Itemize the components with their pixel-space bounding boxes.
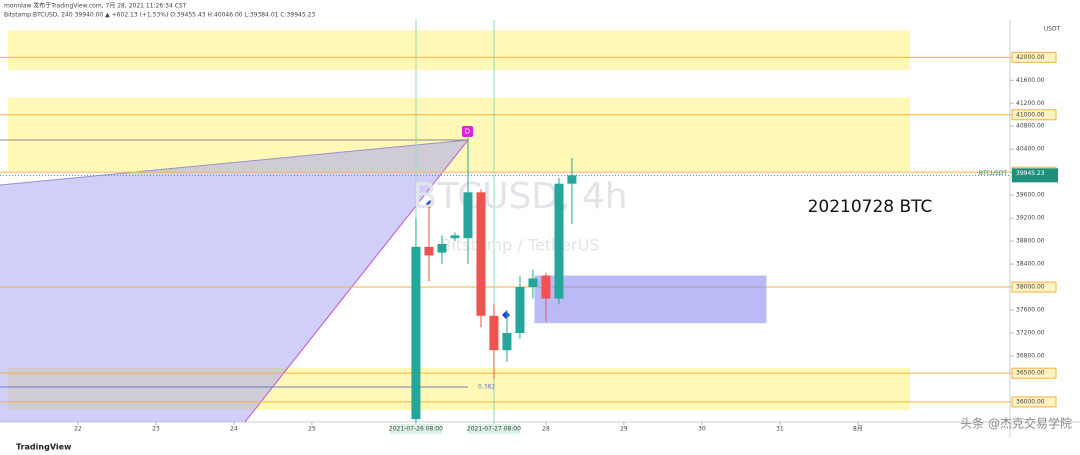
fib-area — [0, 140, 468, 422]
level-tag — [1011, 51, 1057, 63]
range-box — [534, 275, 767, 324]
x-tick-label: 2021-07-27 08:00 — [467, 426, 521, 433]
candle-body — [411, 246, 421, 420]
y-tick-label: 36800.00 — [1016, 352, 1045, 359]
candle-body — [554, 183, 564, 299]
candle-body — [424, 246, 434, 256]
level-tag — [1011, 396, 1057, 408]
level-tag — [1011, 109, 1057, 121]
x-tick-label: 22 — [74, 426, 82, 433]
x-tick-label: 2021-07-26 08:00 — [389, 426, 443, 433]
last-price-label: 39945.23 — [1016, 170, 1045, 177]
level-tag — [1011, 367, 1057, 379]
y-tick-label: 38800.00 — [1016, 238, 1045, 245]
marker-badge — [462, 126, 473, 137]
candle-body — [528, 278, 538, 288]
symbol-tag: BTCUSDT — [979, 170, 1007, 177]
currency-label: USDT — [1044, 26, 1061, 33]
y-tick-label: 41600.00 — [1016, 77, 1045, 84]
x-tick-label: 28 — [542, 426, 550, 433]
trend-line — [0, 139, 469, 186]
y-tick-label: 37600.00 — [1016, 307, 1045, 314]
marker-label: D — [465, 128, 470, 136]
candle-body — [489, 315, 499, 351]
candle-body — [437, 243, 447, 253]
header-line: monnlaw 发布于TradingView.com, 7月 28, 2021 … — [4, 2, 187, 10]
level-tag — [1011, 281, 1057, 293]
footer-logo: TradingView — [16, 443, 72, 452]
watermark: BTCUSD, 4h — [412, 176, 627, 217]
price-tag-bg — [1012, 168, 1058, 183]
trend-line — [244, 139, 469, 423]
signal-marker — [502, 311, 510, 319]
y-tick-label: 38400.00 — [1016, 261, 1045, 268]
header-line: Bitstamp:BTCUSD, 240 39940.00 ▲ +602.13 … — [4, 12, 315, 19]
x-tag — [467, 424, 520, 434]
candle-body — [450, 235, 460, 239]
candle-body — [502, 332, 512, 351]
candle-body — [567, 175, 577, 184]
x-tick-label: 29 — [620, 426, 628, 433]
x-tick-label: 8月 — [853, 426, 863, 433]
credit: 头条 @杰克交易学院 — [960, 416, 1072, 431]
zone — [8, 30, 910, 70]
y-tick-label: 36000.00 — [1016, 398, 1045, 405]
y-tick-label: 36500.00 — [1016, 370, 1045, 377]
annotation: 20210728 BTC — [808, 197, 933, 217]
zone — [8, 97, 910, 172]
y-tick-label: 41000.00 — [1016, 111, 1045, 118]
fib-label: 0.382 — [478, 384, 495, 391]
candle-body — [541, 275, 551, 299]
candle-body — [463, 192, 473, 239]
x-tick-label: 30 — [698, 426, 706, 433]
y-tick-label: 40400.00 — [1016, 146, 1045, 153]
x-tick-label: 23 — [152, 426, 160, 433]
x-tick-label: 31 — [776, 426, 784, 433]
candle-body — [476, 192, 486, 316]
x-tag — [389, 424, 442, 434]
y-tick-label: 39200.00 — [1016, 215, 1045, 222]
y-tick-label: 39600.00 — [1016, 192, 1045, 199]
watermark-sub: Bitstamp / TetherUS — [440, 236, 599, 255]
y-tick-label: 38000.00 — [1016, 284, 1045, 291]
x-tick-label: 25 — [308, 426, 316, 433]
y-tick-label: 40800.00 — [1016, 123, 1045, 130]
signal-marker — [426, 200, 434, 208]
y-tick-label: 42000.00 — [1016, 54, 1045, 61]
y-tick-label: 37200.00 — [1016, 329, 1045, 336]
y-tick-label: 41200.00 — [1016, 100, 1045, 107]
candle-body — [515, 287, 525, 333]
x-tick-label: 24 — [230, 426, 238, 433]
